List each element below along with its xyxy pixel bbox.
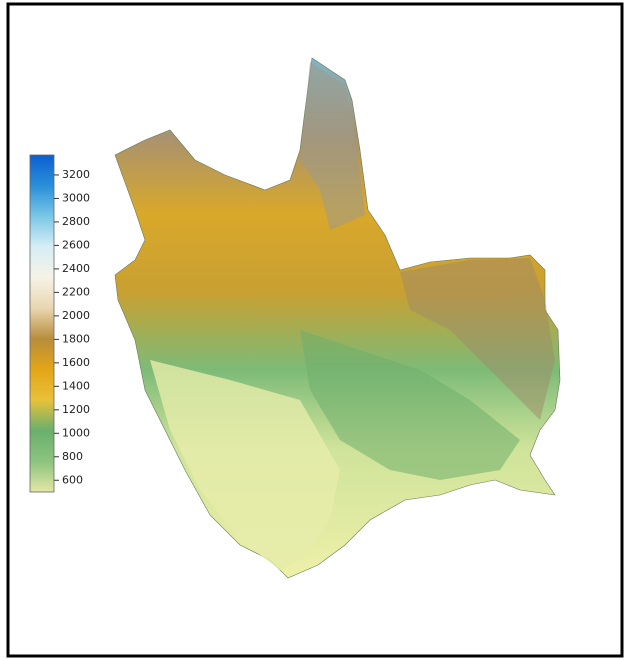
- tick-label: 1800: [62, 332, 90, 345]
- tick-label: 2800: [62, 215, 90, 228]
- page: 600 800 1000 1200 1400 1600 1800 2000 2200 2400 26…: [0, 0, 628, 660]
- tick-label: 2000: [62, 309, 90, 322]
- tick-label: 2600: [62, 238, 90, 251]
- tick-label: 3000: [62, 191, 90, 204]
- tick-label: 1600: [62, 356, 90, 369]
- tick-label: 2400: [62, 262, 90, 275]
- tick-label: 800: [62, 450, 83, 463]
- tick-label: 1200: [62, 403, 90, 416]
- colorbar: [30, 155, 54, 492]
- tick-label: 2200: [62, 285, 90, 298]
- tick-label: 3200: [62, 168, 90, 181]
- tick-label: 600: [62, 473, 83, 486]
- tick-label: 1000: [62, 426, 90, 439]
- map-figure: 600 800 1000 1200 1400 1600 1800 2000 2200 2400 26…: [0, 0, 628, 660]
- tick-label: 1400: [62, 379, 90, 392]
